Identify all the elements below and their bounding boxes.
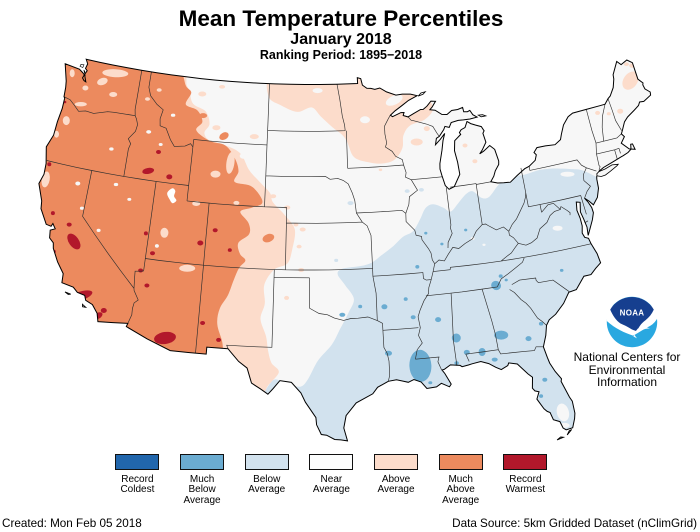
svg-text:NOAA: NOAA (620, 309, 645, 318)
